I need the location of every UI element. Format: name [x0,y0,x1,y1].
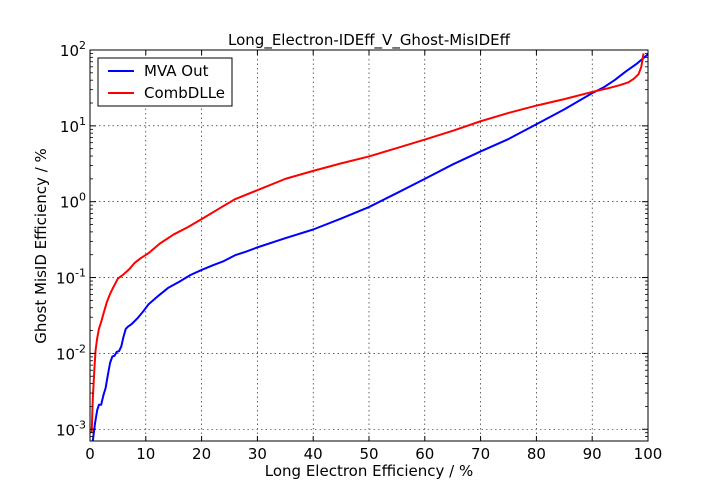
x-tick-label: 50 [359,445,378,463]
y-tick-label: 102 [60,39,86,60]
x-axis-label: Long Electron Efficiency / % [265,462,473,480]
axis-ticks [89,49,649,442]
y-tick-label: 100 [60,191,86,212]
x-tick-label: 30 [248,445,267,463]
legend-label-combdlle: CombDLLe [144,84,225,102]
x-tick-labels: 0 10 20 30 40 50 60 70 80 90 100 [85,445,662,463]
legend-label-mva-out: MVA Out [144,62,209,80]
x-tick-label: 10 [136,445,155,463]
x-tick-label: 60 [415,445,434,463]
x-tick-label: 100 [634,445,663,463]
series-line-combdlle [90,53,645,433]
y-tick-label: 10-2 [56,342,86,363]
x-tick-label: 0 [85,445,95,463]
x-tick-label: 20 [192,445,211,463]
y-tick-label: 101 [60,115,86,136]
series-lines [90,53,648,441]
x-tick-label: 90 [583,445,602,463]
y-tick-label: 10-3 [56,418,86,439]
legend: MVA Out CombDLLe [97,57,233,107]
y-tick-label: 10-1 [56,267,86,288]
y-tick-labels: 10-3 10-2 10-1 100 101 102 [56,39,86,439]
y-axis-label: Ghost MisID Efficiency / % [32,148,50,344]
x-tick-label: 80 [527,445,546,463]
x-tick-label: 40 [304,445,323,463]
chart-title: Long_Electron-IDEff_V_Ghost-MisIDEff [228,31,511,50]
series-line-mva-out [91,53,648,441]
legend-box [97,57,233,107]
x-tick-label: 70 [471,445,490,463]
